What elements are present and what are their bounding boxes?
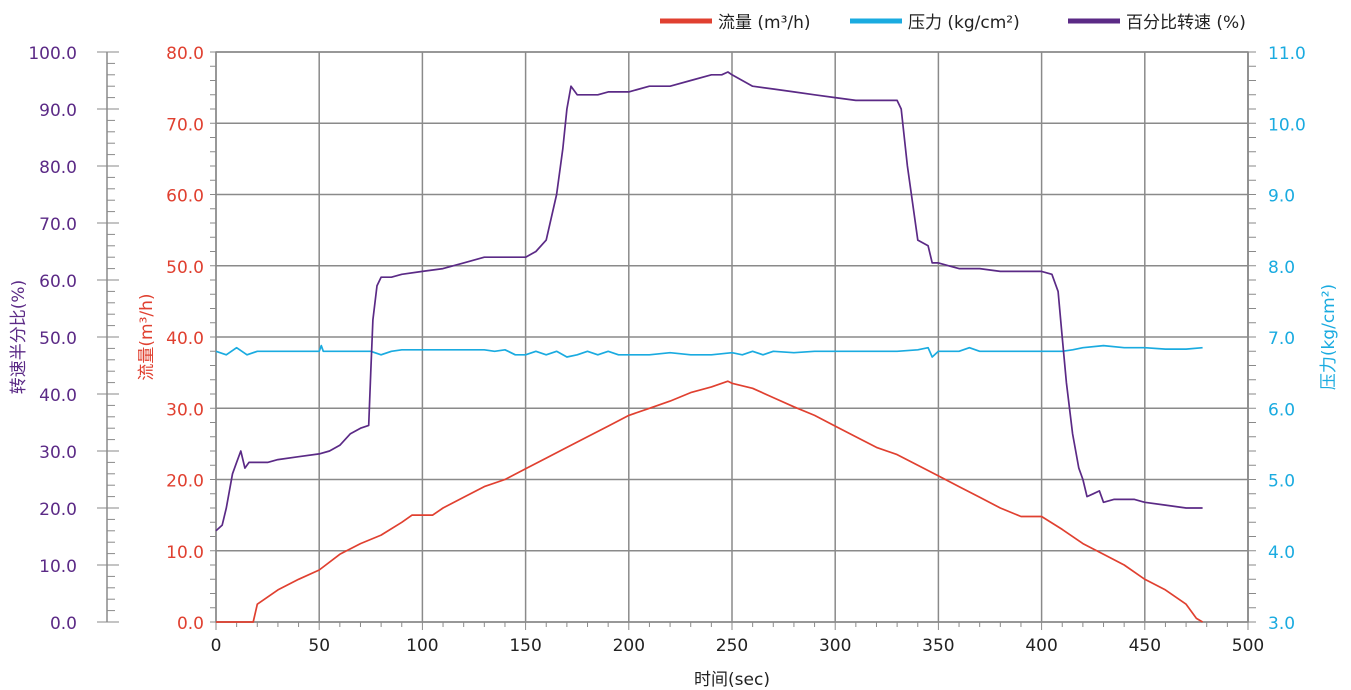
x-tick-label: 300 bbox=[819, 636, 851, 656]
far-left-tick-label: 100.0 bbox=[28, 44, 77, 64]
far-left-tick-label: 20.0 bbox=[39, 500, 77, 520]
x-tick-label: 250 bbox=[716, 636, 748, 656]
far-left-tick-label: 60.0 bbox=[39, 272, 77, 292]
x-tick-label: 50 bbox=[308, 636, 330, 656]
far-left-tick-label: 0.0 bbox=[50, 614, 77, 634]
legend-label: 流量 (m³/h) bbox=[718, 13, 811, 33]
series-line bbox=[215, 71, 1203, 532]
x-tick-label: 200 bbox=[613, 636, 645, 656]
legend-label: 压力 (kg/cm²) bbox=[908, 13, 1020, 33]
far-left-tick-label: 90.0 bbox=[39, 101, 77, 121]
far-left-tick-label: 50.0 bbox=[39, 329, 77, 349]
x-tick-label: 100 bbox=[406, 636, 438, 656]
left-tick-label: 10.0 bbox=[166, 543, 204, 563]
left-tick-label: 80.0 bbox=[166, 44, 204, 64]
left-axis-title: 流量(m³/h) bbox=[137, 293, 157, 380]
left-tick-label: 60.0 bbox=[166, 187, 204, 207]
right-tick-label: 9.0 bbox=[1268, 187, 1295, 207]
far-left-tick-label: 40.0 bbox=[39, 386, 77, 406]
series-line bbox=[215, 344, 1203, 358]
left-tick-label: 0.0 bbox=[177, 614, 204, 634]
left-tick-label: 50.0 bbox=[166, 258, 204, 278]
x-tick-label: 450 bbox=[1129, 636, 1161, 656]
right-tick-label: 8.0 bbox=[1268, 258, 1295, 278]
far-left-tick-label: 30.0 bbox=[39, 443, 77, 463]
right-tick-label: 3.0 bbox=[1268, 614, 1295, 634]
right-tick-label: 6.0 bbox=[1268, 400, 1295, 420]
far-left-tick-label: 10.0 bbox=[39, 557, 77, 577]
x-tick-label: 400 bbox=[1025, 636, 1057, 656]
legend-label: 百分比转速 (%) bbox=[1126, 13, 1246, 33]
right-axis-title: 压力(kg/cm²) bbox=[1319, 284, 1339, 390]
left-tick-label: 70.0 bbox=[166, 115, 204, 135]
right-tick-label: 7.0 bbox=[1268, 329, 1295, 349]
right-tick-label: 10.0 bbox=[1268, 115, 1306, 135]
far-left-tick-label: 70.0 bbox=[39, 215, 77, 235]
far-left-tick-label: 80.0 bbox=[39, 158, 77, 178]
left-tick-label: 40.0 bbox=[166, 329, 204, 349]
right-tick-label: 4.0 bbox=[1268, 543, 1295, 563]
x-tick-label: 150 bbox=[509, 636, 541, 656]
series-line bbox=[216, 380, 1204, 623]
left-tick-label: 20.0 bbox=[166, 472, 204, 492]
right-tick-label: 11.0 bbox=[1268, 44, 1306, 64]
right-tick-label: 5.0 bbox=[1268, 472, 1295, 492]
left-tick-label: 30.0 bbox=[166, 400, 204, 420]
x-tick-label: 350 bbox=[922, 636, 954, 656]
far-left-axis-title: 转速半分比(%) bbox=[9, 280, 29, 394]
x-tick-label: 500 bbox=[1232, 636, 1264, 656]
x-axis-title: 时间(sec) bbox=[694, 670, 770, 690]
x-tick-label: 0 bbox=[211, 636, 222, 656]
